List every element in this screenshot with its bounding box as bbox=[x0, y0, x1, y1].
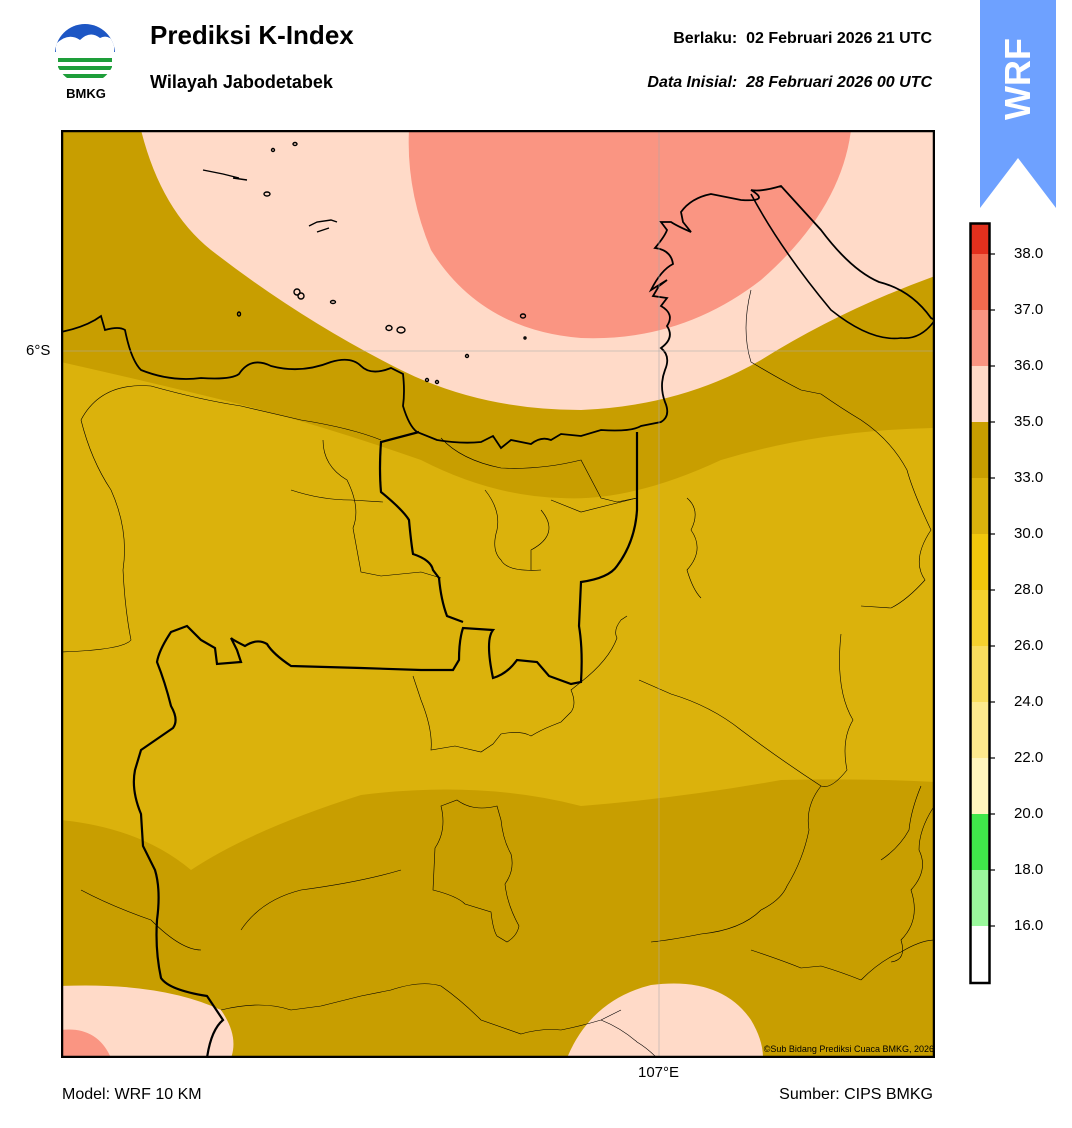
colorbar-segment bbox=[971, 814, 989, 870]
regency-boundaries bbox=[63, 289, 933, 1056]
coastline-east bbox=[750, 193, 933, 340]
colorbar-segment bbox=[971, 478, 989, 534]
k-index-map bbox=[60, 129, 936, 1059]
colorbar-tick-label: 36.0 bbox=[1014, 357, 1044, 374]
lat-label: 6°S bbox=[26, 342, 51, 359]
colorbar-tick-label: 30.0 bbox=[1014, 525, 1044, 542]
init-value: 28 Februari 2026 00 UTC bbox=[746, 74, 932, 91]
region-subtitle: Wilayah Jabodetabek bbox=[150, 72, 333, 92]
colorbar-segment bbox=[971, 534, 989, 590]
colorbar-tick-label: 18.0 bbox=[1014, 861, 1044, 878]
colorbar-segment bbox=[971, 310, 989, 366]
colorbar-tick-label: 24.0 bbox=[1014, 693, 1044, 710]
jakarta-boundary bbox=[378, 430, 464, 624]
field-33-35-south bbox=[63, 779, 933, 1056]
colorbar-tick-label: 26.0 bbox=[1014, 637, 1044, 654]
colorbar-tick-label: 16.0 bbox=[1014, 917, 1044, 934]
colorbar-tick-label: 37.0 bbox=[1014, 301, 1044, 318]
colorbar-frame bbox=[969, 222, 991, 985]
page-title: Prediksi K-Index bbox=[150, 20, 354, 50]
valid-value: 02 Februari 2026 21 UTC bbox=[746, 30, 932, 47]
colorbar-segment bbox=[971, 758, 989, 814]
bmkg-logo-icon bbox=[54, 22, 116, 86]
field-35-36-south bbox=[567, 983, 763, 1056]
colorbar-segment bbox=[971, 702, 989, 758]
valid-label: Berlaku: bbox=[673, 30, 738, 47]
wrf-badge bbox=[980, 0, 1056, 215]
province-boundary bbox=[132, 432, 639, 1056]
thousand-islands bbox=[202, 141, 527, 385]
colorbar-segment bbox=[971, 926, 989, 982]
colorbar-segment bbox=[971, 646, 989, 702]
map-credit: ©Sub Bidang Prediksi Cuaca BMKG, 2026 bbox=[763, 1044, 934, 1054]
init-time: Data Inisial: 28 Februari 2026 00 UTC bbox=[647, 74, 932, 92]
field-35-36-southwest bbox=[63, 985, 234, 1056]
colorbar-segment bbox=[971, 870, 989, 926]
colorbar-tick-label: 35.0 bbox=[1014, 413, 1044, 430]
model-label: Model: WRF 10 KM bbox=[62, 1086, 202, 1103]
colorbar-segment bbox=[971, 366, 989, 422]
colorbar-tick-label: 22.0 bbox=[1014, 749, 1044, 766]
colorbar-segment bbox=[971, 590, 989, 646]
colorbar-segment bbox=[971, 422, 989, 478]
logo-text: BMKG bbox=[66, 86, 106, 101]
map-frame bbox=[60, 129, 936, 1059]
valid-time: Berlaku: 02 Februari 2026 21 UTC bbox=[673, 30, 932, 48]
colorbar-tick-label: 38.0 bbox=[1014, 245, 1044, 262]
colorbar-tick-label: 20.0 bbox=[1014, 805, 1044, 822]
wrf-badge-label: WRF bbox=[997, 38, 1038, 120]
field-36-37-southwest bbox=[63, 1029, 110, 1056]
colorbar-tick-label: 28.0 bbox=[1014, 581, 1044, 598]
colorbar bbox=[969, 222, 995, 985]
colorbar-tick-label: 33.0 bbox=[1014, 469, 1044, 486]
lon-label: 107°E bbox=[638, 1064, 680, 1081]
colorbar-segment bbox=[971, 224, 989, 254]
field-36-37-north bbox=[408, 132, 851, 339]
colorbar-segment bbox=[971, 254, 989, 310]
coastline bbox=[63, 184, 933, 450]
init-label: Data Inisial: bbox=[647, 74, 738, 91]
source-label: Sumber: CIPS BMKG bbox=[779, 1086, 933, 1103]
